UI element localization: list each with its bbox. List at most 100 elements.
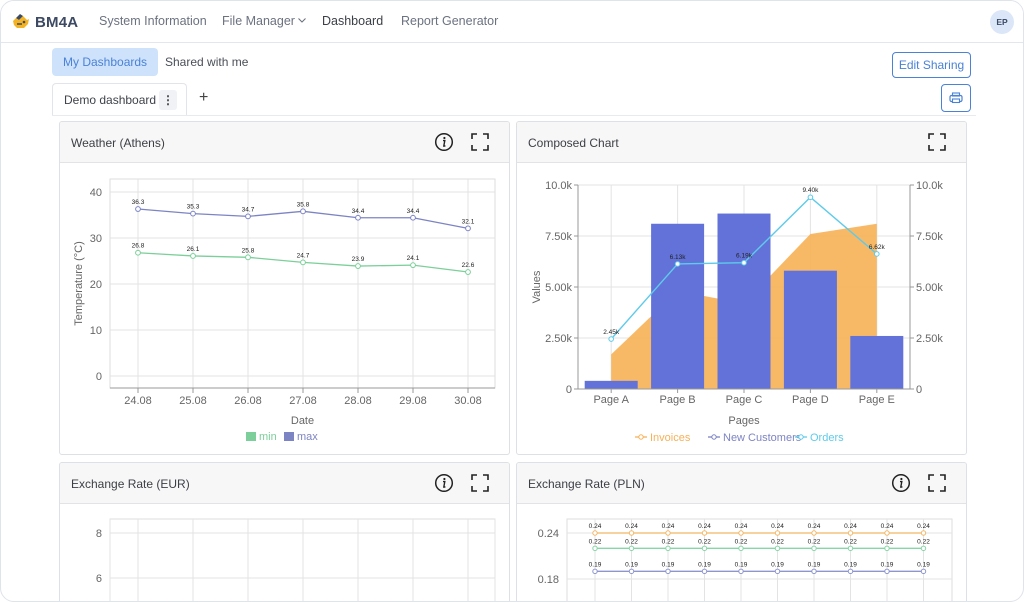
data-label: 0.24 <box>881 523 894 530</box>
y-tick-label-left: 2.50k <box>545 333 572 345</box>
fullscreen-icon[interactable] <box>927 132 947 152</box>
data-label-max: 36.3 <box>132 199 145 206</box>
y-tick-label-right: 7.50k <box>916 231 943 243</box>
data-point-max <box>465 225 471 232</box>
nav-report-generator[interactable]: Report Generator <box>401 14 499 28</box>
panel-title: Composed Chart <box>528 136 619 150</box>
data-label-orders: 9.40k <box>802 187 819 194</box>
data-point-orders <box>874 251 880 257</box>
edit-sharing-button[interactable]: Edit Sharing <box>892 52 971 78</box>
y-tick-label: 20 <box>90 279 102 291</box>
y-tick-label-right: 5.00k <box>916 282 943 294</box>
data-point-orders <box>807 194 814 201</box>
user-avatar[interactable]: EP <box>990 10 1014 34</box>
data-label-max: 35.8 <box>297 201 310 208</box>
brand-name: BM4A <box>35 13 79 31</box>
y-axis-label: Temperature (°C) <box>73 241 85 325</box>
data-label: 0.24 <box>844 523 857 530</box>
x-tick-label: Page A <box>593 394 629 406</box>
legend-swatch-marker <box>711 434 717 440</box>
info-icon[interactable] <box>891 473 911 493</box>
data-label-min: 26.1 <box>187 246 200 253</box>
nav-file-manager[interactable]: File Manager <box>222 14 306 28</box>
data-label: 0.22 <box>917 538 930 545</box>
brand[interactable]: BM4A <box>11 11 78 33</box>
y-axis-label: Values <box>531 270 543 303</box>
data-label-min: 26.8 <box>132 243 145 250</box>
legend-label-max: max <box>297 431 318 443</box>
y-tick-label-right: 0 <box>916 384 922 396</box>
data-label-orders: 6.62k <box>869 244 886 251</box>
data-point <box>701 530 708 536</box>
bar-new-customers <box>584 380 638 389</box>
data-label: 0.19 <box>881 561 894 568</box>
data-point-max <box>300 208 306 215</box>
info-icon[interactable] <box>434 473 454 493</box>
data-point <box>811 568 817 575</box>
data-label-min: 24.1 <box>407 255 420 262</box>
nav-system-information[interactable]: System Information <box>99 14 207 28</box>
data-point <box>665 530 671 536</box>
y-tick-label: 10 <box>90 325 102 337</box>
data-point <box>774 530 781 536</box>
data-label-max: 34.4 <box>407 208 420 215</box>
data-label-min: 23.9 <box>352 256 365 263</box>
panel-header: Weather (Athens) <box>60 122 509 163</box>
kebab-menu-icon[interactable]: ⋮ <box>159 90 177 110</box>
bar-new-customers <box>651 223 705 389</box>
data-point-max <box>190 210 196 217</box>
data-point <box>738 530 744 536</box>
data-point <box>592 530 598 536</box>
data-point-max <box>135 206 141 212</box>
chevron-down-icon <box>298 18 306 23</box>
data-label: 0.24 <box>808 523 821 530</box>
data-point <box>920 545 927 552</box>
data-point-min <box>245 254 251 261</box>
panel-weather-athens: Weather (Athens) 0 10 20 30 40 24.08 25.08 26.0… <box>59 121 510 455</box>
weather-chart: 0 10 20 30 40 24.08 25.08 26.08 27.08 28.08 29.08 3… <box>73 178 496 443</box>
legend-swatch-marker <box>798 434 804 440</box>
y-tick-label: 0.24 <box>538 528 559 540</box>
composed-chart: 0 0 2.50k 2.50k 5.00k 5.00k 7.50k 7.50k 10.0k 10.… <box>531 180 943 444</box>
data-label-max: 35.3 <box>187 204 200 211</box>
data-label: 0.19 <box>771 561 784 568</box>
dashboard-tab-demo[interactable]: Demo dashboard ⋮ <box>52 83 187 116</box>
data-label-max: 34.4 <box>352 208 365 215</box>
tab-my-dashboards[interactable]: My Dashboards <box>52 48 159 76</box>
legend-swatch-marker <box>638 434 644 440</box>
data-label: 0.19 <box>698 561 711 568</box>
x-axis-label: Date <box>291 415 314 427</box>
bar-new-customers <box>783 270 837 389</box>
print-button[interactable] <box>941 84 971 112</box>
y-tick-label-left: 5.00k <box>545 282 572 294</box>
data-point <box>738 545 744 552</box>
data-point-min <box>355 263 361 269</box>
data-point <box>847 545 854 552</box>
fullscreen-icon[interactable] <box>470 132 490 152</box>
data-label: 0.19 <box>662 561 675 568</box>
x-tick-label: Page B <box>660 394 696 406</box>
nav-dashboard[interactable]: Dashboard <box>322 14 384 28</box>
data-label: 0.22 <box>771 538 784 545</box>
data-label-orders: 6.13k <box>670 254 687 261</box>
data-point <box>920 530 927 536</box>
fullscreen-icon[interactable] <box>927 473 947 493</box>
fullscreen-icon[interactable] <box>470 473 490 493</box>
x-tick-label: 26.08 <box>234 395 262 407</box>
data-label: 0.22 <box>662 538 675 545</box>
data-label: 0.22 <box>589 538 602 545</box>
y-tick-label: 0.18 <box>538 574 559 586</box>
data-label: 0.22 <box>698 538 711 545</box>
add-tab-button[interactable]: + <box>199 89 209 106</box>
data-point <box>701 568 708 575</box>
panel-composed-chart: Composed Chart 0 0 2.50k 2.50k 5.00k 5.00k 7.5… <box>516 121 967 455</box>
legend-swatch-min <box>246 432 256 441</box>
data-point <box>774 545 781 552</box>
info-icon[interactable] <box>434 132 454 152</box>
tab-shared-with-me[interactable]: Shared with me <box>165 55 249 69</box>
data-point <box>811 545 817 552</box>
panel-exchange-rate-pln: Exchange Rate (PLN) 0.18 0.24 0.24 0.24 0.24… <box>516 462 967 601</box>
data-label-max: 34.7 <box>242 206 255 213</box>
